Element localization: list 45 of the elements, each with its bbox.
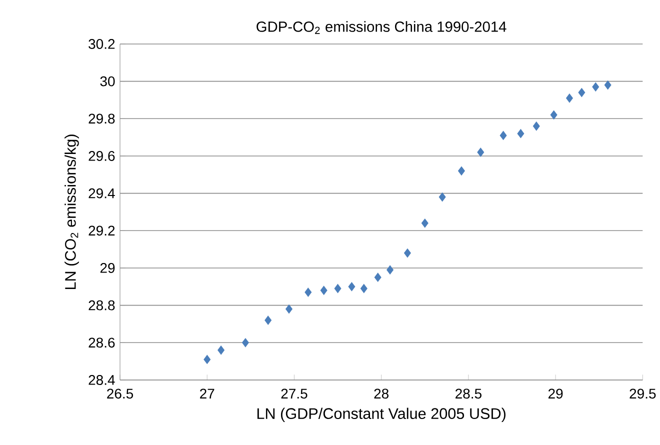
x-tick-label: 29.5	[630, 388, 656, 399]
y-tick-label: 30.2	[88, 39, 115, 49]
point	[320, 286, 328, 295]
point	[566, 94, 573, 103]
point	[334, 284, 342, 294]
point	[517, 129, 524, 138]
x-tick-label: 27	[200, 388, 214, 398]
point	[592, 82, 600, 92]
point	[458, 166, 465, 176]
y-tick-label: 30	[100, 76, 115, 86]
point	[550, 110, 558, 120]
point	[578, 88, 586, 98]
point	[532, 122, 540, 131]
y-axis-title: LN (CO$_{2}$ emissions/kg)	[64, 134, 79, 290]
point	[304, 288, 312, 297]
point	[421, 218, 428, 228]
point	[477, 148, 484, 157]
point	[404, 248, 411, 258]
x-tick-label: 28	[374, 388, 389, 399]
y-tick-label: 28.6	[88, 338, 115, 348]
x-tick-label: 26.5	[107, 388, 134, 399]
point	[360, 284, 368, 294]
y-tick-label: 29.8	[88, 114, 115, 124]
point	[218, 346, 225, 355]
x-tick-label: 28.5	[456, 388, 482, 399]
x-tick-label: 29	[548, 388, 563, 399]
point	[264, 316, 272, 325]
y-tick-label: 29	[100, 263, 115, 273]
chart-title: GDP-CO$_{2}$ emissions China 1990-2014	[256, 21, 506, 34]
point	[348, 282, 356, 292]
y-tick-label: 29.2	[88, 226, 115, 236]
point	[604, 80, 612, 90]
x-axis-title: LN (GDP/Constant Value 2005 USD)	[257, 408, 506, 422]
y-tick-label: 29.6	[88, 151, 115, 161]
x-tick-label: 27.5	[281, 388, 308, 399]
y-tick-label: 28.4	[88, 375, 115, 385]
y-tick-label: 29.4	[88, 188, 115, 198]
point	[438, 192, 446, 202]
point	[286, 304, 292, 314]
y-tick-label: 28.8	[88, 300, 115, 310]
point	[242, 338, 249, 348]
point	[386, 265, 394, 274]
point	[204, 354, 211, 364]
point	[374, 272, 382, 282]
point	[500, 130, 507, 140]
